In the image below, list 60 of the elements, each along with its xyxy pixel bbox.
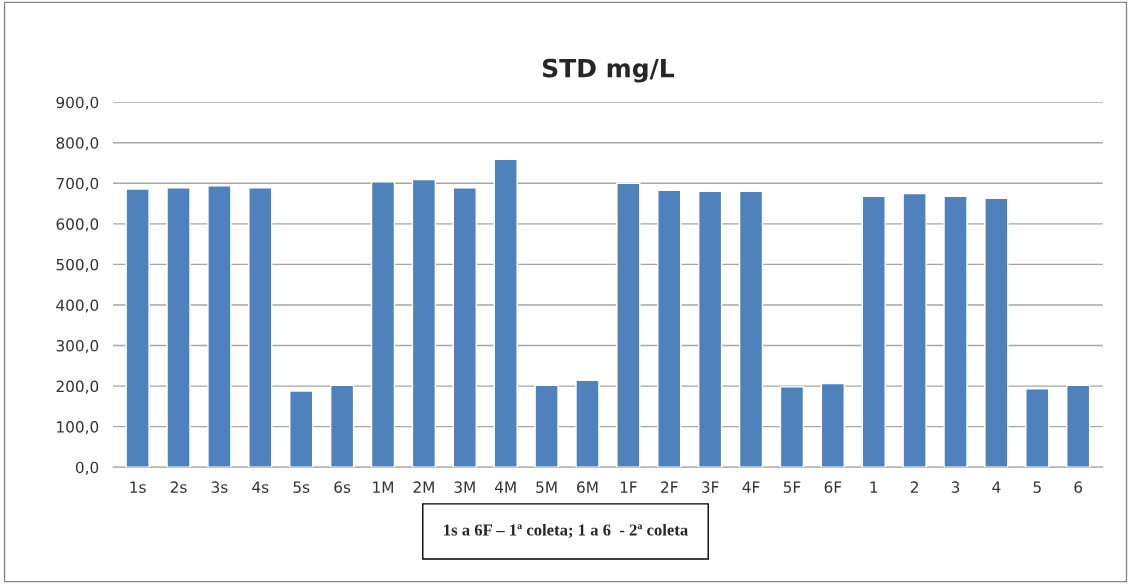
bar xyxy=(370,180,396,468)
y-tick-label: 100,0 xyxy=(57,421,99,435)
bar xyxy=(779,386,805,468)
x-tick-label: 1s xyxy=(130,481,146,493)
bar xyxy=(616,182,641,468)
x-tick-label: 2M xyxy=(413,481,434,493)
x-tick-label: 4 xyxy=(992,481,1001,493)
y-tick-label: 0,0 xyxy=(75,461,99,475)
x-tick-label: 6s xyxy=(334,481,351,493)
bar xyxy=(738,190,764,468)
x-tick-label: 6F xyxy=(824,481,842,493)
bar xyxy=(166,187,191,468)
bar xyxy=(207,185,232,468)
x-tick-label: 2F xyxy=(661,481,678,493)
bar xyxy=(698,190,723,468)
y-tick-label: 500,0 xyxy=(56,258,99,272)
y-tick-label: 800,0 xyxy=(56,137,99,151)
x-tick-label: 3s xyxy=(211,481,228,493)
x-tick-label: 6 xyxy=(1074,481,1083,493)
bar xyxy=(493,158,518,468)
x-tick-label: 6M xyxy=(577,481,598,493)
bar xyxy=(820,382,845,468)
x-tick-label: 1 xyxy=(870,481,878,493)
x-tick-label: 5F xyxy=(783,481,801,493)
bar xyxy=(534,384,559,468)
y-tick-label: 700,0 xyxy=(56,177,99,191)
y-tick-label: 400,0 xyxy=(56,299,99,313)
bar xyxy=(575,379,600,468)
y-tick-label: 600,0 xyxy=(56,218,99,232)
bar xyxy=(902,192,927,468)
bar xyxy=(1066,384,1091,468)
chart-title: STD mg/L xyxy=(542,58,674,83)
x-tick-label: 4M xyxy=(494,481,516,493)
bar xyxy=(943,195,968,468)
y-tick-label: 900,0 xyxy=(56,96,99,110)
x-tick-label: 4s xyxy=(252,481,269,493)
bar xyxy=(411,178,437,468)
x-tick-label: 2s xyxy=(170,481,187,493)
x-tick-label: 4F xyxy=(742,481,760,493)
x-tick-label: 1F xyxy=(620,481,637,493)
bar xyxy=(125,188,150,468)
x-tick-label: 5 xyxy=(1033,481,1041,493)
bar xyxy=(861,195,886,468)
bar xyxy=(452,187,477,468)
bar xyxy=(1025,388,1050,468)
x-tick-label: 3 xyxy=(951,481,960,493)
x-tick-label: 5M xyxy=(536,481,557,493)
x-tick-label: 2 xyxy=(910,481,918,493)
bar xyxy=(329,384,355,468)
bar xyxy=(289,390,314,468)
y-tick-label: 200,0 xyxy=(56,380,99,394)
x-tick-label: 3F xyxy=(702,481,719,493)
x-tick-label: 3M xyxy=(454,481,475,493)
x-tick-label: 1M xyxy=(373,481,393,493)
bar xyxy=(657,189,682,468)
y-tick-label: 300,0 xyxy=(56,340,99,354)
bar xyxy=(248,187,273,468)
bar xyxy=(984,197,1009,468)
x-tick-label: 5s xyxy=(293,481,310,493)
text: 1s a 6F – 1ª coleta; 1 a 6 - 2ª coleta xyxy=(444,523,688,539)
